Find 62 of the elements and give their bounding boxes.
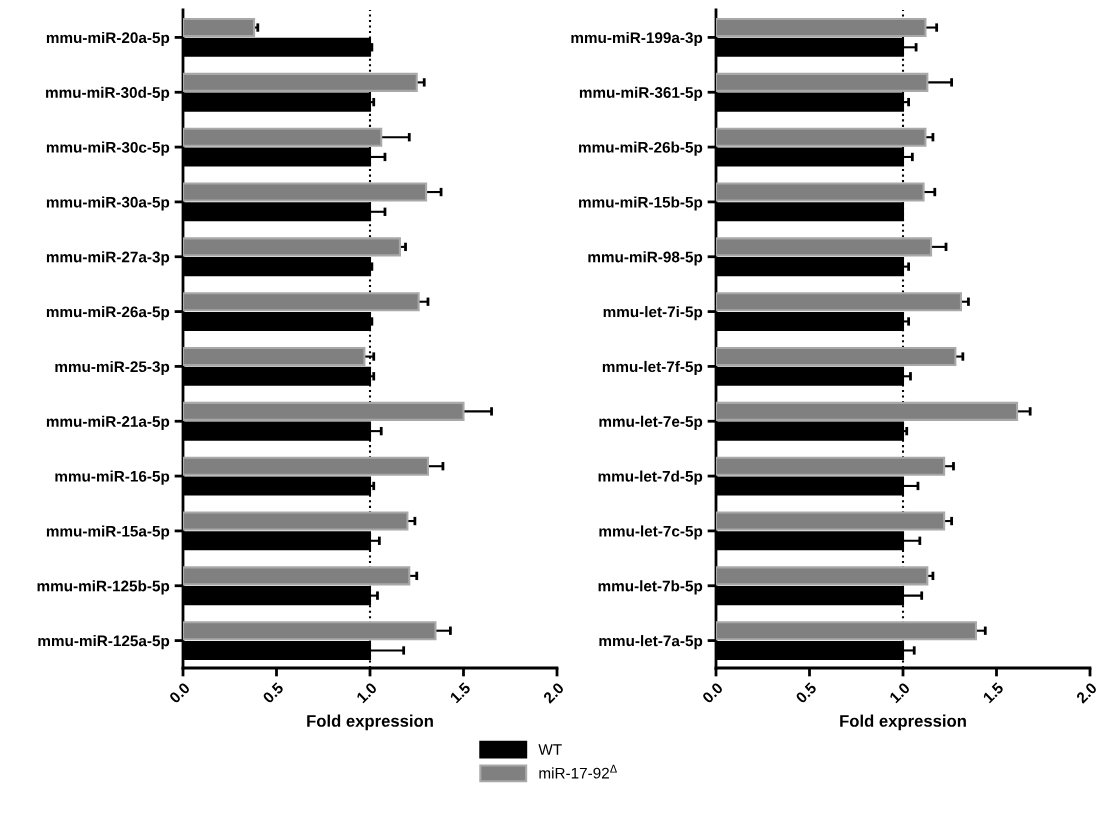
bar — [716, 127, 927, 147]
x-tick-label: 0.5 — [795, 681, 818, 704]
y-tick-label: mmu-let-7b-5p — [598, 580, 703, 595]
bar — [183, 511, 409, 531]
x-tick-label: 0.0 — [701, 681, 724, 704]
x-tick-label: 2.0 — [1075, 681, 1098, 704]
bar — [183, 566, 411, 586]
y-tick-label: mmu-let-7d-5p — [598, 470, 703, 485]
bar — [183, 237, 401, 257]
y-tick-label: mmu-let-7i-5p — [603, 306, 703, 321]
bar — [183, 127, 383, 147]
bar — [183, 621, 437, 641]
y-tick-label: mmu-miR-30d-5p — [46, 86, 170, 101]
bar — [183, 347, 366, 367]
y-tick-label: mmu-miR-27a-3p — [46, 251, 170, 266]
y-tick-label: mmu-miR-199a-3p — [571, 31, 703, 47]
y-tick-label: mmu-miR-21a-5p — [46, 415, 170, 430]
bar — [183, 456, 430, 476]
bar — [716, 292, 963, 312]
y-tick-label: mmu-miR-30a-5p — [46, 196, 170, 211]
y-tick-label: mmu-miR-26a-5p — [46, 306, 170, 321]
bar — [716, 72, 929, 92]
bar — [716, 401, 1019, 421]
x-tick-label: 1.0 — [888, 681, 911, 704]
bar — [183, 401, 465, 421]
x-tick-label: 1.5 — [982, 681, 1005, 704]
x-tick-label: 1.5 — [449, 681, 472, 704]
y-tick-label: mmu-let-7a-5p — [599, 635, 703, 650]
x-axis-title: Fold expression — [307, 714, 433, 731]
y-tick-label: mmu-miR-125b-5p — [37, 580, 170, 595]
y-tick-label: mmu-let-7f-5p — [602, 360, 703, 376]
y-tick-label: mmu-miR-15b-5p — [579, 196, 703, 211]
legend-label: WT — [538, 744, 562, 755]
bar — [716, 511, 946, 531]
bar — [716, 456, 946, 476]
y-tick-label: mmu-miR-361-5p — [579, 86, 703, 101]
y-tick-label: mmu-miR-30c-5p — [46, 141, 170, 156]
y-tick-label: mmu-let-7c-5p — [599, 525, 703, 540]
y-tick-label: mmu-miR-16-5p — [55, 470, 170, 485]
x-tick-label: 2.0 — [542, 681, 565, 704]
y-tick-label: mmu-let-7e-5p — [599, 415, 703, 430]
bar — [716, 182, 925, 202]
y-tick-label: mmu-miR-98-5p — [588, 251, 703, 266]
y-tick-label: mmu-miR-125a-5p — [38, 635, 170, 650]
x-axis-title: Fold expression — [840, 714, 966, 731]
bar — [716, 347, 957, 367]
x-tick-label: 1.0 — [355, 681, 378, 704]
bar — [716, 18, 927, 38]
bar — [183, 292, 420, 312]
y-tick-label: mmu-miR-20a-5p — [46, 31, 170, 47]
y-tick-label: mmu-miR-15a-5p — [46, 525, 170, 540]
bar — [183, 72, 418, 92]
y-tick-label: mmu-miR-25-3p — [55, 360, 170, 376]
y-tick-label: mmu-miR-26b-5p — [579, 141, 703, 156]
bar — [716, 566, 929, 586]
bar — [183, 182, 428, 202]
bar — [716, 621, 977, 641]
legend-label: miR-17-92$^{Δ}$ — [539, 764, 618, 779]
bar — [716, 237, 933, 257]
bar — [183, 18, 256, 38]
x-tick-label: 0.5 — [262, 681, 285, 704]
x-tick-label: 0.0 — [168, 681, 191, 704]
